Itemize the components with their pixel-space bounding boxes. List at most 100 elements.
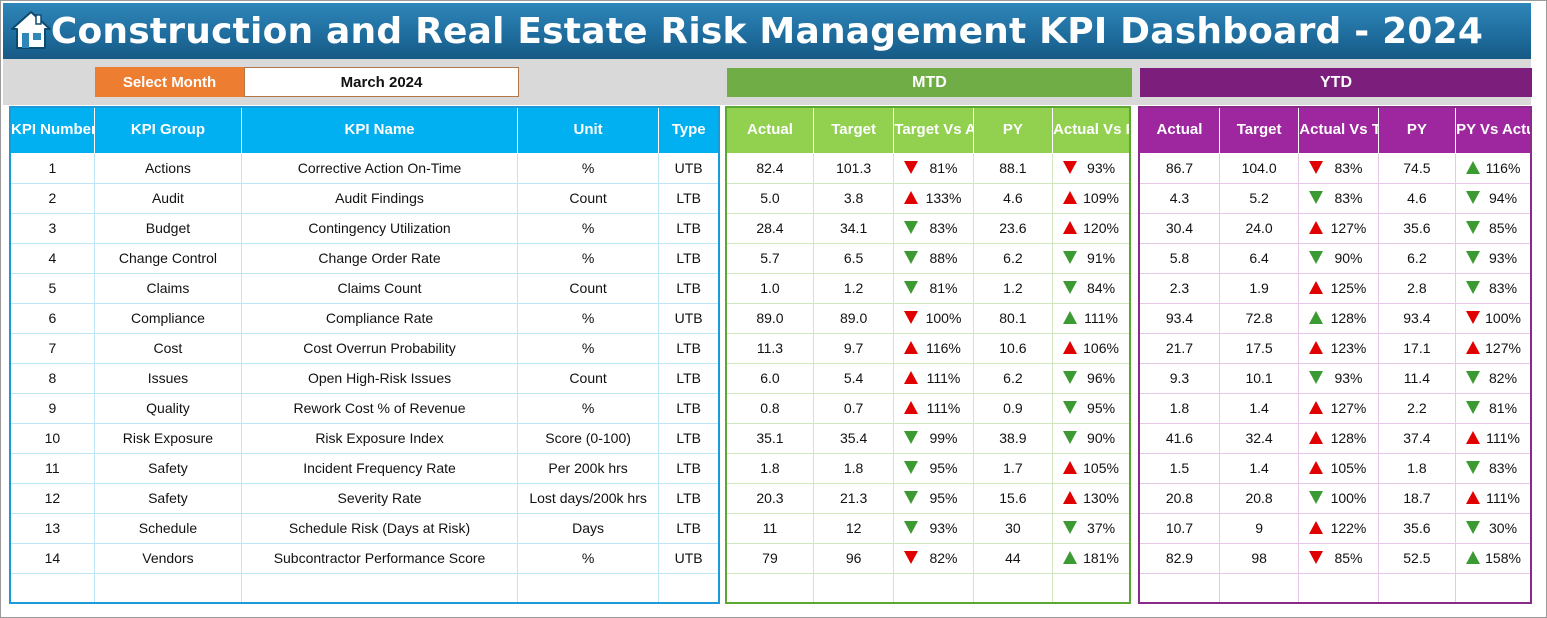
ytd-actual-vs-target-pct-cell: 93%	[1298, 363, 1379, 394]
kpi-unit-cell: %	[517, 393, 660, 424]
table-row: 30.4 24.0 127% 35.6 85%	[1139, 213, 1532, 244]
ytd-actual-cell: 41.6	[1139, 423, 1220, 454]
ytd-actual-vs-target-pct-cell: 125%	[1298, 273, 1379, 304]
mtd-target-vs-actual-pct-value: 95%	[929, 460, 958, 476]
arrow-down-icon	[1309, 491, 1324, 504]
mtd-py-cell: 44	[973, 543, 1054, 574]
kpi-header-row: KPI Number KPI Group KPI Name Unit Type	[9, 106, 720, 154]
kpi-unit-cell: %	[517, 333, 660, 364]
kpi-group-cell: Claims	[94, 273, 243, 304]
ytd-py-vs-actual-pct-cell: 83%	[1455, 273, 1532, 304]
kpi-type-cell: LTB	[658, 393, 720, 424]
mtd-py-cell: 15.6	[973, 483, 1054, 514]
kpi-group-cell: Cost	[94, 333, 243, 364]
mtd-target-vs-actual-pct-value: 111%	[926, 370, 961, 386]
empty-cell	[94, 573, 243, 604]
kpi-type-cell: LTB	[658, 363, 720, 394]
kpi-column-header: Type	[658, 106, 720, 154]
mtd-actual-vs-py-pct-value: 37%	[1087, 520, 1116, 536]
ytd-py-vs-actual-pct-cell: 158%	[1455, 543, 1532, 574]
ytd-actual-vs-target-pct-value: 123%	[1330, 340, 1367, 356]
mtd-column-header: PY	[972, 106, 1054, 154]
kpi-unit-cell: %	[517, 243, 660, 274]
kpi-group-cell: Audit	[94, 183, 243, 214]
table-row: 11 12 93% 30 37%	[726, 513, 1131, 544]
kpi-name-cell: Incident Frequency Rate	[241, 453, 518, 484]
table-row: 41.6 32.4 128% 37.4 111%	[1139, 423, 1532, 454]
table-row: 1.8 1.4 127% 2.2 81%	[1139, 393, 1532, 424]
mtd-target-vs-actual-pct-value: 93%	[929, 520, 958, 536]
mtd-actual-vs-py-pct-value: 109%	[1083, 190, 1119, 206]
mtd-target-vs-actual-pct-value: 95%	[929, 490, 958, 506]
mtd-actual-vs-py-pct-value: 93%	[1087, 160, 1116, 176]
ytd-py-vs-actual-pct-cell: 116%	[1455, 153, 1532, 184]
empty-cell	[517, 573, 660, 604]
mtd-actual-vs-py-pct-cell: 109%	[1052, 183, 1131, 214]
ytd-py-cell: 52.5	[1378, 543, 1457, 574]
ytd-target-cell: 20.8	[1219, 483, 1300, 514]
table-row: 14 Vendors Subcontractor Performance Score…	[10, 543, 720, 574]
kpi-unit-cell: Count	[517, 273, 660, 304]
kpi-number-cell: 13	[10, 513, 95, 544]
home-icon[interactable]	[9, 9, 53, 51]
kpi-name-cell: Rework Cost % of Revenue	[241, 393, 518, 424]
table-row: 5 Claims Claims Count Count LTB	[10, 273, 720, 304]
ytd-actual-cell: 21.7	[1139, 333, 1220, 364]
arrow-up-icon	[1063, 491, 1078, 504]
ytd-py-vs-actual-pct-value: 100%	[1485, 310, 1521, 326]
ytd-py-vs-actual-pct-cell: 111%	[1455, 483, 1532, 514]
ytd-target-cell: 1.4	[1219, 393, 1300, 424]
empty-cell	[1455, 573, 1532, 604]
kpi-name-cell: Risk Exposure Index	[241, 423, 518, 454]
mtd-actual-vs-py-pct-value: 111%	[1084, 310, 1118, 326]
ytd-actual-vs-target-pct-value: 127%	[1330, 400, 1367, 416]
mtd-target-vs-actual-pct-cell: 82%	[893, 543, 974, 574]
mtd-target-vs-actual-pct-cell: 99%	[893, 423, 974, 454]
mtd-actual-vs-py-pct-value: 95%	[1087, 400, 1116, 416]
ytd-actual-vs-target-pct-cell: 128%	[1298, 423, 1379, 454]
empty-cell	[813, 573, 895, 604]
table-row: 1.8 1.8 95% 1.7 105%	[726, 453, 1131, 484]
ytd-py-vs-actual-pct-cell: 81%	[1455, 393, 1532, 424]
table-row: 20.8 20.8 100% 18.7 111%	[1139, 483, 1532, 514]
mtd-target-cell: 3.8	[813, 183, 895, 214]
mtd-actual-vs-py-pct-cell: 181%	[1052, 543, 1131, 574]
arrow-down-icon	[1466, 281, 1481, 294]
ytd-actual-cell: 30.4	[1139, 213, 1220, 244]
arrow-down-icon	[1466, 311, 1481, 324]
mtd-actual-vs-py-pct-cell: 106%	[1052, 333, 1131, 364]
select-month-dropdown[interactable]: March 2024	[244, 67, 519, 97]
arrow-down-icon	[904, 461, 919, 474]
mtd-target-vs-actual-pct-cell: 93%	[893, 513, 974, 544]
kpi-type-cell: LTB	[658, 243, 720, 274]
arrow-down-icon	[1063, 251, 1078, 264]
empty-cell	[1139, 573, 1220, 604]
table-row: 13 Schedule Schedule Risk (Days at Risk) Da…	[10, 513, 720, 544]
ytd-py-vs-actual-pct-cell: 100%	[1455, 303, 1532, 334]
kpi-type-cell: LTB	[658, 453, 720, 484]
table-row: 20.3 21.3 95% 15.6 130%	[726, 483, 1131, 514]
ytd-py-cell: 6.2	[1378, 243, 1457, 274]
mtd-target-cell: 89.0	[813, 303, 895, 334]
mtd-actual-cell: 89.0	[726, 303, 814, 334]
kpi-number-cell: 10	[10, 423, 95, 454]
table-row: 10.7 9 122% 35.6 30%	[1139, 513, 1532, 544]
ytd-actual-vs-target-pct-cell: 83%	[1298, 153, 1379, 184]
ytd-py-vs-actual-pct-value: 111%	[1486, 490, 1520, 506]
ytd-actual-vs-target-pct-cell: 105%	[1298, 453, 1379, 484]
ytd-target-cell: 10.1	[1219, 363, 1300, 394]
mtd-target-cell: 96	[813, 543, 895, 574]
empty-row	[726, 573, 1131, 604]
mtd-target-vs-actual-pct-cell: 133%	[893, 183, 974, 214]
kpi-number-cell: 9	[10, 393, 95, 424]
arrow-down-icon	[904, 161, 919, 174]
arrow-up-icon	[1309, 281, 1324, 294]
kpi-name-cell: Schedule Risk (Days at Risk)	[241, 513, 518, 544]
mtd-column-header: Actual Vs PY	[1052, 106, 1131, 154]
kpi-number-cell: 1	[10, 153, 95, 184]
table-row: 1.5 1.4 105% 1.8 83%	[1139, 453, 1532, 484]
kpi-unit-cell: %	[517, 213, 660, 244]
table-row: 11.3 9.7 116% 10.6 106%	[726, 333, 1131, 364]
